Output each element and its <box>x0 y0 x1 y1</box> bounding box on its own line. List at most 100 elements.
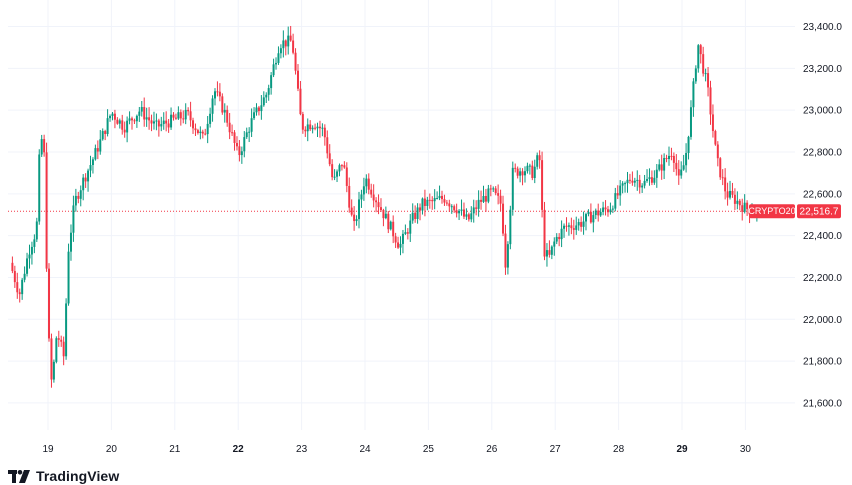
candle <box>565 217 568 232</box>
candle-body <box>660 164 663 171</box>
candle <box>240 146 243 164</box>
candle <box>614 187 617 212</box>
candle <box>411 203 414 224</box>
candle <box>455 203 458 218</box>
candle-body <box>101 131 104 140</box>
candle-body <box>619 185 622 196</box>
candle <box>494 186 497 196</box>
candle <box>716 141 719 167</box>
candle <box>265 92 268 103</box>
candle <box>548 240 551 258</box>
candle <box>440 190 443 204</box>
candle <box>316 122 319 138</box>
candle-body <box>650 177 653 183</box>
candle-body <box>641 185 644 188</box>
candle <box>462 202 465 220</box>
candle <box>663 153 666 180</box>
y-tick-label: 23,200.0 <box>803 64 842 75</box>
candle <box>497 184 500 205</box>
candle-body <box>275 62 278 65</box>
candle-body <box>563 225 566 229</box>
candle <box>731 182 734 198</box>
candle <box>599 208 602 217</box>
candle <box>665 154 668 163</box>
candle-body <box>192 120 195 129</box>
candle-body <box>152 121 155 124</box>
candle-body <box>404 232 407 234</box>
candle <box>509 205 512 250</box>
candle-body <box>353 214 356 222</box>
candle <box>536 152 539 170</box>
candle-body <box>372 194 375 201</box>
candle-body <box>206 123 209 135</box>
candle-body <box>33 239 36 247</box>
candle-body <box>411 212 414 221</box>
candle-body <box>304 129 307 132</box>
candle-body <box>482 195 485 202</box>
candle <box>692 78 695 117</box>
candle <box>355 215 358 226</box>
candle-body <box>60 339 63 342</box>
candle-body <box>50 338 53 380</box>
candle <box>253 107 256 121</box>
candle <box>724 168 727 200</box>
candle <box>589 203 592 224</box>
candle-body <box>292 40 295 53</box>
candle-body <box>526 165 529 172</box>
last-price-badge <box>797 204 841 219</box>
candle <box>245 127 248 139</box>
candle <box>465 208 468 221</box>
candle-body <box>545 250 548 257</box>
candle <box>682 154 685 171</box>
candle <box>218 83 221 102</box>
candle-body <box>711 114 714 132</box>
candle-body <box>26 258 29 274</box>
candle-body <box>602 207 605 212</box>
candle-body <box>514 167 517 169</box>
y-tick-label: 22,200.0 <box>803 273 842 284</box>
candle <box>33 234 36 254</box>
candle <box>729 180 732 200</box>
candle-body <box>455 210 458 214</box>
candle-body <box>394 236 397 243</box>
candle-body <box>480 199 483 202</box>
candle <box>602 201 605 216</box>
candle-body <box>726 191 729 198</box>
candle-body <box>401 233 404 244</box>
candle-body <box>135 115 138 122</box>
candle <box>26 252 29 277</box>
candle <box>138 106 141 122</box>
candle-body <box>604 207 607 210</box>
candle <box>592 211 595 233</box>
candle <box>152 111 155 130</box>
candle-body <box>580 222 583 227</box>
candle-body <box>599 211 602 216</box>
candle <box>604 200 607 216</box>
candle-body <box>150 120 153 124</box>
candle <box>643 174 646 189</box>
candle-body <box>52 361 55 380</box>
candle <box>148 107 151 130</box>
candle <box>658 159 661 172</box>
candle-body <box>40 139 43 155</box>
candle <box>57 330 60 347</box>
candle-body <box>309 124 312 130</box>
candle <box>96 140 99 160</box>
candle-body <box>204 133 207 135</box>
candle-body <box>443 199 446 203</box>
candle <box>646 169 649 183</box>
candle <box>204 128 207 136</box>
x-tick-label: 26 <box>486 444 498 455</box>
candle <box>638 174 641 194</box>
candle <box>470 206 473 223</box>
candle-body <box>360 194 363 200</box>
candle-body <box>492 188 495 190</box>
candle-body <box>367 178 370 190</box>
candle <box>162 112 165 130</box>
candle-body <box>133 120 136 122</box>
candle-body <box>277 53 280 63</box>
candle-body <box>687 136 690 153</box>
candle-body <box>11 262 14 271</box>
y-tick-label: 23,400.0 <box>803 22 842 33</box>
candle-body <box>257 107 260 112</box>
